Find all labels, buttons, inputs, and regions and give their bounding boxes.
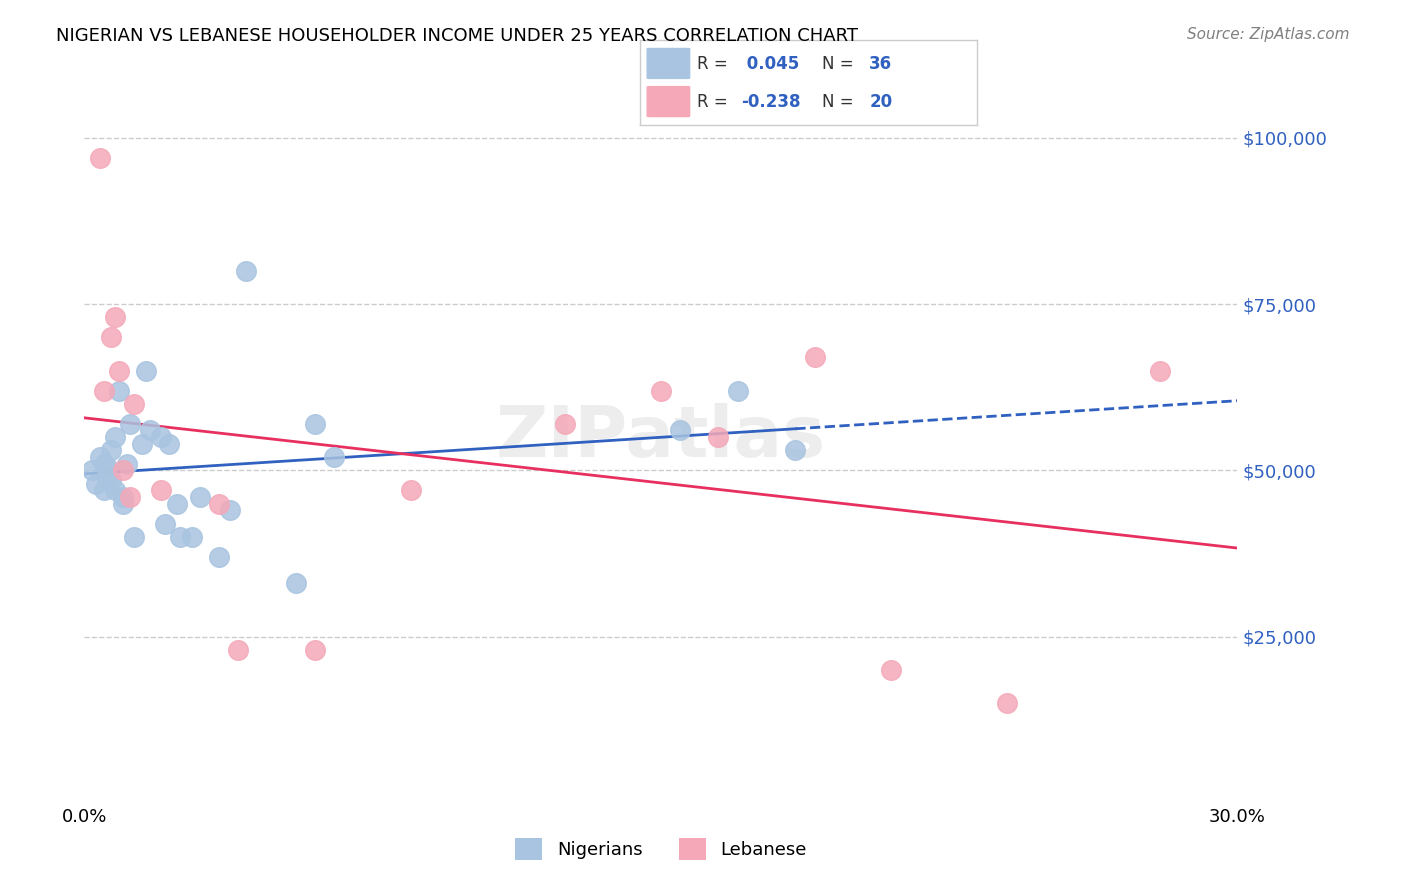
Point bbox=[323, 450, 346, 464]
Point bbox=[104, 430, 127, 444]
Point bbox=[150, 430, 173, 444]
Text: ZIPatlas: ZIPatlas bbox=[496, 402, 825, 472]
Point bbox=[100, 473, 122, 487]
Point bbox=[111, 490, 134, 504]
Point bbox=[727, 384, 749, 398]
Point bbox=[115, 457, 138, 471]
Point bbox=[157, 436, 180, 450]
Point bbox=[104, 483, 127, 498]
Text: -0.238: -0.238 bbox=[741, 93, 800, 111]
Point bbox=[284, 576, 307, 591]
Point bbox=[707, 430, 730, 444]
Point bbox=[785, 443, 807, 458]
Point bbox=[304, 417, 326, 431]
Text: N =: N = bbox=[823, 93, 859, 111]
Point bbox=[880, 663, 903, 677]
Point bbox=[89, 450, 111, 464]
Point bbox=[399, 483, 422, 498]
Text: Source: ZipAtlas.com: Source: ZipAtlas.com bbox=[1187, 27, 1350, 42]
Text: 20: 20 bbox=[869, 93, 893, 111]
Point bbox=[111, 497, 134, 511]
Point bbox=[208, 549, 231, 564]
Point bbox=[120, 490, 142, 504]
Point bbox=[226, 643, 249, 657]
Point bbox=[100, 443, 122, 458]
Point bbox=[554, 417, 576, 431]
Point bbox=[219, 503, 242, 517]
Text: 0.045: 0.045 bbox=[741, 55, 799, 73]
Point bbox=[169, 530, 191, 544]
Point bbox=[135, 363, 157, 377]
Text: 36: 36 bbox=[869, 55, 893, 73]
FancyBboxPatch shape bbox=[647, 86, 690, 117]
Point bbox=[188, 490, 211, 504]
Point bbox=[1149, 363, 1171, 377]
Point bbox=[669, 424, 692, 438]
Point bbox=[96, 470, 118, 484]
Point bbox=[93, 457, 115, 471]
Point bbox=[108, 363, 131, 377]
Point bbox=[153, 516, 176, 531]
FancyBboxPatch shape bbox=[647, 48, 690, 79]
Point bbox=[96, 460, 118, 475]
Point bbox=[124, 530, 146, 544]
Text: R =: R = bbox=[697, 93, 733, 111]
Point bbox=[93, 384, 115, 398]
Point bbox=[150, 483, 173, 498]
Point bbox=[93, 483, 115, 498]
Point bbox=[138, 424, 160, 438]
Point bbox=[235, 264, 257, 278]
Point bbox=[111, 463, 134, 477]
Point bbox=[89, 151, 111, 165]
Text: NIGERIAN VS LEBANESE HOUSEHOLDER INCOME UNDER 25 YEARS CORRELATION CHART: NIGERIAN VS LEBANESE HOUSEHOLDER INCOME … bbox=[56, 27, 858, 45]
Point bbox=[995, 696, 1018, 710]
Point bbox=[166, 497, 188, 511]
Point bbox=[84, 476, 107, 491]
Point bbox=[650, 384, 672, 398]
Point bbox=[120, 417, 142, 431]
Legend: Nigerians, Lebanese: Nigerians, Lebanese bbox=[508, 830, 814, 867]
Point bbox=[124, 397, 146, 411]
Text: R =: R = bbox=[697, 55, 733, 73]
Point bbox=[181, 530, 204, 544]
Point bbox=[100, 330, 122, 344]
Point bbox=[304, 643, 326, 657]
Text: N =: N = bbox=[823, 55, 859, 73]
Point bbox=[104, 310, 127, 325]
Point bbox=[80, 463, 103, 477]
Point bbox=[803, 351, 825, 365]
Point bbox=[131, 436, 153, 450]
Point bbox=[208, 497, 231, 511]
Point bbox=[108, 384, 131, 398]
